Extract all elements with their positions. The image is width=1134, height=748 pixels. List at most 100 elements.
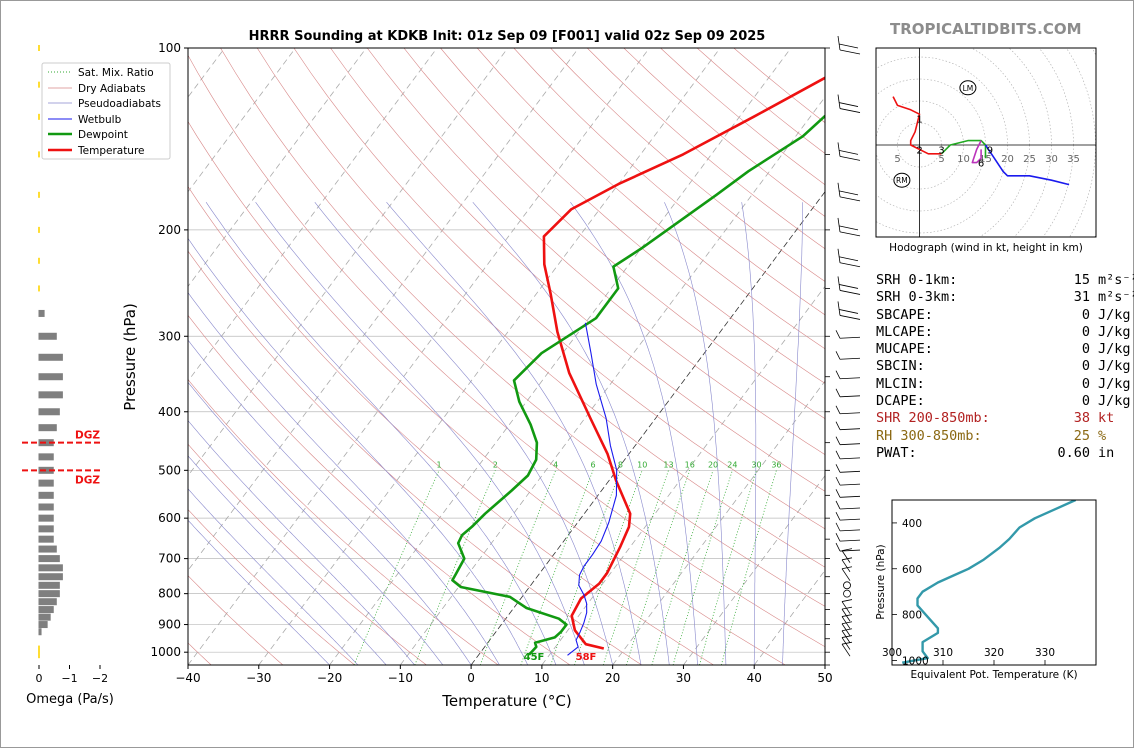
- omega-bar: [38, 581, 60, 589]
- barb-staff: [835, 522, 841, 532]
- y-tick-label: 700: [158, 552, 181, 566]
- param-label: RH 300-850mb:: [876, 427, 982, 444]
- pseudoadiabat: [255, 202, 585, 665]
- isotherm: [188, 48, 509, 477]
- pseudoadiabat: [188, 519, 330, 665]
- dry-adiabat: [188, 443, 427, 665]
- legend-entry-wetbulb: Wetbulb: [48, 114, 122, 126]
- barb-flag: [838, 43, 859, 49]
- x-tick-label: 50: [817, 671, 832, 685]
- mixing-ratio-line: [672, 470, 733, 665]
- dry-adiabat: [366, 48, 825, 455]
- param-label: SHR 200-850mb:: [876, 410, 990, 427]
- omega-bar: [38, 424, 57, 432]
- barb-staff: [835, 436, 841, 445]
- barb-staff: [837, 301, 841, 316]
- param-value: 0: [1081, 341, 1090, 358]
- isotherm: [470, 191, 825, 665]
- barb-flag: [838, 150, 859, 155]
- barb-flag: [839, 108, 861, 113]
- svg-text:Wetbulb: Wetbulb: [78, 114, 122, 126]
- omega-bar: [38, 525, 54, 533]
- legend-entry-dry-adiabats: Dry Adiabats: [48, 83, 146, 95]
- barb-flag: [839, 377, 861, 380]
- calm-wind-marker: [843, 581, 851, 590]
- barb-flag: [839, 470, 861, 473]
- omega-bar: [38, 491, 54, 499]
- barb-flag: [841, 635, 853, 638]
- dry-adiabat: [188, 120, 786, 665]
- theta-e-y-tick-label: 400: [902, 518, 922, 530]
- param-value: 38: [1073, 410, 1090, 427]
- dry-adiabat: [293, 48, 825, 530]
- series-temperature: [542, 76, 825, 650]
- barb-staff: [841, 601, 851, 614]
- hodo-ring-label: 20: [1001, 154, 1014, 165]
- param-row: DCAPE: 0 J/kg: [876, 393, 1134, 410]
- dry-adiabat: [188, 250, 642, 665]
- barb-staff: [835, 330, 841, 339]
- mixing-ratio-label: 16: [685, 460, 695, 469]
- isotherm: [188, 48, 650, 665]
- barb-flag: [841, 641, 853, 645]
- barb-staff: [837, 35, 841, 51]
- barb-flag: [838, 225, 859, 231]
- y-tick-label: 600: [158, 511, 181, 525]
- bunkers-lm-marker: [959, 80, 977, 96]
- barb-flag: [839, 412, 861, 415]
- pseudoadiabat: [188, 237, 528, 665]
- bunkers-lm-label: LM: [963, 84, 974, 93]
- pseudoadiabat: [188, 455, 387, 665]
- omega-bar: [38, 590, 60, 598]
- dry-adiabat: [188, 379, 499, 665]
- x-tick-label: −30: [246, 671, 271, 685]
- pseudoadiabat: [188, 381, 444, 665]
- omega-bar: [38, 391, 63, 399]
- dry-adiabat: [403, 48, 825, 419]
- omega-bar: [38, 479, 54, 487]
- barb-staff: [837, 248, 841, 263]
- isotherm: [188, 48, 296, 193]
- omega-bar: [38, 514, 54, 522]
- param-unit: %: [1098, 427, 1107, 444]
- barb-flag: [838, 256, 859, 262]
- x-tick-label: 40: [747, 671, 762, 685]
- x-tick-label: 10: [534, 671, 549, 685]
- barb-flag: [841, 628, 853, 632]
- param-unit: J/kg: [1098, 393, 1131, 410]
- hodo-segment: [892, 96, 942, 155]
- barb-staff: [837, 142, 841, 157]
- barb-staff: [835, 464, 841, 473]
- y-tick-label: 1000: [150, 645, 181, 659]
- omega-x-tick-label: −1: [61, 672, 77, 685]
- barb-flag: [839, 428, 861, 431]
- dry-adiabat: [188, 575, 284, 665]
- param-row: SRH 0-3km: 31 m²s⁻²: [876, 289, 1134, 306]
- mixing-ratio-line: [353, 470, 440, 665]
- param-label: PWAT:: [876, 444, 917, 461]
- barb-staff: [835, 370, 841, 379]
- barb-flag: [839, 357, 861, 360]
- isotherm: [188, 48, 438, 382]
- barb-flag: [838, 284, 859, 289]
- barb-staff: [841, 643, 851, 657]
- y-tick-label: 300: [158, 329, 181, 343]
- pseudoadiabat: [472, 202, 670, 665]
- hodo-ring-label: 5: [938, 154, 944, 165]
- hodograph-title: Hodograph (wind in kt, height in km): [889, 242, 1083, 254]
- barb-staff: [835, 532, 841, 542]
- pseudoadiabat: [314, 202, 613, 665]
- y-tick-label: 500: [158, 463, 181, 477]
- omega-bar: [38, 606, 54, 614]
- pseudoadiabat: [664, 202, 727, 665]
- pseudoadiabat: [188, 420, 415, 665]
- param-label: SBCAPE:: [876, 306, 933, 323]
- x-tick-label: 30: [676, 671, 691, 685]
- y-tick-label: 400: [158, 405, 181, 419]
- isotherm: [0, 48, 12, 665]
- mixing-ratio-line: [414, 470, 496, 665]
- barb-flag: [839, 156, 861, 161]
- series-dewpoint: [451, 114, 825, 656]
